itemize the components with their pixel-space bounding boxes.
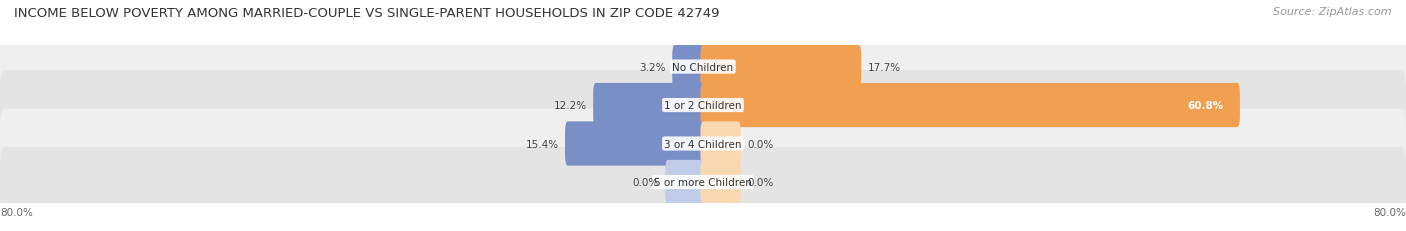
FancyBboxPatch shape bbox=[700, 84, 1240, 128]
Text: 15.4%: 15.4% bbox=[526, 139, 560, 149]
FancyBboxPatch shape bbox=[700, 45, 860, 89]
Text: 80.0%: 80.0% bbox=[0, 207, 32, 218]
Text: 5 or more Children: 5 or more Children bbox=[654, 177, 752, 187]
Text: 12.2%: 12.2% bbox=[554, 101, 588, 111]
Text: 80.0%: 80.0% bbox=[1374, 207, 1406, 218]
Text: 3 or 4 Children: 3 or 4 Children bbox=[664, 139, 742, 149]
FancyBboxPatch shape bbox=[700, 122, 741, 166]
Text: 0.0%: 0.0% bbox=[747, 139, 773, 149]
FancyBboxPatch shape bbox=[672, 45, 706, 89]
FancyBboxPatch shape bbox=[665, 160, 706, 204]
FancyBboxPatch shape bbox=[593, 84, 706, 128]
FancyBboxPatch shape bbox=[700, 160, 741, 204]
Text: 0.0%: 0.0% bbox=[747, 177, 773, 187]
Text: 17.7%: 17.7% bbox=[868, 62, 900, 72]
Text: 60.8%: 60.8% bbox=[1188, 101, 1225, 111]
FancyBboxPatch shape bbox=[0, 32, 1406, 102]
FancyBboxPatch shape bbox=[0, 147, 1406, 217]
Text: Source: ZipAtlas.com: Source: ZipAtlas.com bbox=[1274, 7, 1392, 17]
Text: No Children: No Children bbox=[672, 62, 734, 72]
Text: INCOME BELOW POVERTY AMONG MARRIED-COUPLE VS SINGLE-PARENT HOUSEHOLDS IN ZIP COD: INCOME BELOW POVERTY AMONG MARRIED-COUPL… bbox=[14, 7, 720, 20]
FancyBboxPatch shape bbox=[565, 122, 706, 166]
Text: 0.0%: 0.0% bbox=[633, 177, 659, 187]
FancyBboxPatch shape bbox=[0, 71, 1406, 140]
FancyBboxPatch shape bbox=[0, 109, 1406, 179]
Text: 3.2%: 3.2% bbox=[640, 62, 666, 72]
Text: 1 or 2 Children: 1 or 2 Children bbox=[664, 101, 742, 111]
